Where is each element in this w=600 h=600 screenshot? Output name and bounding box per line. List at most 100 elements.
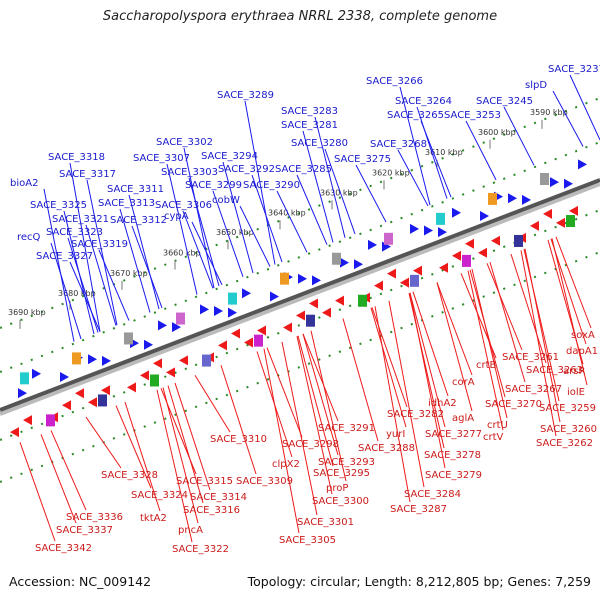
reverse-gene-arrow (309, 298, 318, 309)
leader-line-reverse (436, 282, 473, 376)
forward-gene-arrow (564, 178, 573, 189)
feature-block (384, 232, 393, 245)
gene-label-forward: SACE_3264 (395, 96, 452, 107)
kbp-tick-label: 3640 kbp (268, 208, 306, 217)
gene-label-forward: SACE_3317 (59, 169, 116, 180)
gene-label-reverse: proP (326, 483, 348, 494)
leader-line-forward (355, 164, 387, 223)
feature-block (540, 173, 549, 185)
leader-line-forward (503, 106, 535, 166)
leader-line-reverse (194, 374, 231, 433)
leader-line-reverse (310, 330, 347, 482)
gene-label-forward: SACE_3265 (387, 110, 444, 121)
gene-label-reverse: clpX2 (272, 459, 300, 470)
leader-line-reverse (85, 416, 122, 469)
forward-gene-arrow (32, 368, 41, 379)
gene-label-reverse: SACE_3324 (131, 490, 188, 501)
reverse-gene-arrow (218, 340, 227, 351)
gene-label-forward: SACE_3303 (161, 167, 218, 178)
gene-label-reverse: aglA (452, 413, 474, 424)
gene-label-reverse: SACE_3270 (485, 399, 542, 410)
leader-line-forward (86, 179, 118, 326)
gene-label-forward: bioA2 (10, 178, 38, 189)
leader-line-reverse (281, 341, 318, 516)
reverse-gene-arrow (335, 295, 344, 306)
reverse-gene-arrow (465, 238, 474, 249)
leader-line-reverse (467, 270, 504, 431)
gene-label-reverse: SACE_3298 (282, 439, 339, 450)
leader-line-forward (222, 161, 254, 274)
kbp-tick-label: 3690 kbp (8, 308, 46, 317)
forward-gene-arrow (88, 354, 97, 365)
leader-line-forward (183, 147, 215, 289)
leader-line-forward (43, 188, 75, 342)
gene-label-reverse: SACE_3310 (210, 434, 267, 445)
leader-line-reverse (371, 307, 408, 408)
leader-line-reverse (342, 318, 379, 442)
reverse-gene-arrow (127, 382, 136, 393)
forward-gene-arrow (438, 227, 447, 238)
leader-line-forward (128, 194, 160, 310)
reverse-gene-arrow (543, 208, 552, 219)
forward-gene-arrow (270, 291, 279, 302)
reverse-gene-arrow (257, 325, 266, 336)
gene-label-forward: SACE_3294 (201, 151, 258, 162)
gene-label-forward: cypA (164, 211, 189, 222)
gene-label-reverse: SACE_3328 (101, 470, 158, 481)
forward-gene-arrow (60, 372, 69, 382)
forward-gene-arrow (158, 320, 167, 331)
kbp-tick-label: 3590 kbp (530, 108, 568, 117)
forward-gene-arrow (172, 322, 181, 333)
reverse-gene-arrow (179, 355, 188, 366)
reverse-gene-arrow (166, 367, 175, 378)
leader-line-forward (276, 190, 308, 253)
gene-label-reverse: pncA (178, 525, 203, 536)
leader-line-reverse (156, 389, 193, 543)
leader-line-reverse (520, 250, 557, 437)
backbone-shadow (0, 182, 600, 416)
gene-label-reverse: SACE_3284 (404, 489, 461, 500)
gene-label-forward: SACE_3285 (275, 164, 332, 175)
gene-label-forward: slpD (525, 80, 547, 91)
leader-line-forward (244, 100, 276, 265)
reverse-gene-arrow (439, 262, 448, 273)
gene-features (10, 159, 587, 438)
gene-label-forward: cobW (212, 195, 240, 206)
gene-label-reverse: soxA (571, 330, 595, 341)
reverse-gene-arrow (23, 415, 32, 426)
leader-line-reverse (374, 306, 411, 503)
leader-line-forward (324, 148, 356, 235)
reverse-gene-arrow (413, 265, 422, 276)
gene-label-forward: SACE_3321 (52, 214, 109, 225)
leader-line-forward (50, 242, 82, 340)
gene-label-reverse: crtV (483, 432, 504, 443)
kbp-ticks: 3590 kbp 3600 kbp 3610 kbp 3620 kbp 3630 kbp… (8, 108, 568, 329)
forward-gene-arrow (18, 388, 27, 399)
forward-gene-arrow (228, 307, 237, 318)
leader-line-reverse (124, 401, 161, 512)
reverse-gene-arrow (10, 427, 19, 438)
forward-gene-arrow (452, 207, 461, 218)
gene-label-forward: SACE_3313 (98, 198, 155, 209)
backbone-line (0, 178, 600, 412)
gene-label-reverse: SACE_3314 (190, 492, 247, 503)
leader-line-reverse (40, 434, 77, 524)
leader-line-reverse (263, 348, 300, 534)
gene-label-forward: SACE_3268 (370, 139, 427, 150)
forward-gene-arrow (368, 239, 377, 250)
kbp-tick-label: 3610 kbp (425, 148, 463, 157)
gene-label-forward: SACE_3307 (133, 153, 190, 164)
leader-line-reverse (486, 263, 523, 351)
reverse-gene-arrow (101, 385, 110, 396)
leader-line-forward (420, 120, 452, 198)
gene-label-forward: SACE_3253 (444, 110, 501, 121)
leader-line-forward (465, 120, 497, 181)
forward-gene-arrow (340, 257, 349, 268)
feature-block (228, 292, 237, 305)
gene-label-forward: SACE_3318 (48, 152, 105, 163)
leader-line-reverse (555, 236, 592, 329)
gene-label-reverse: SACE_3263 (526, 365, 583, 376)
reverse-gene-arrow (296, 310, 305, 321)
leader-line-reverse (436, 282, 473, 412)
